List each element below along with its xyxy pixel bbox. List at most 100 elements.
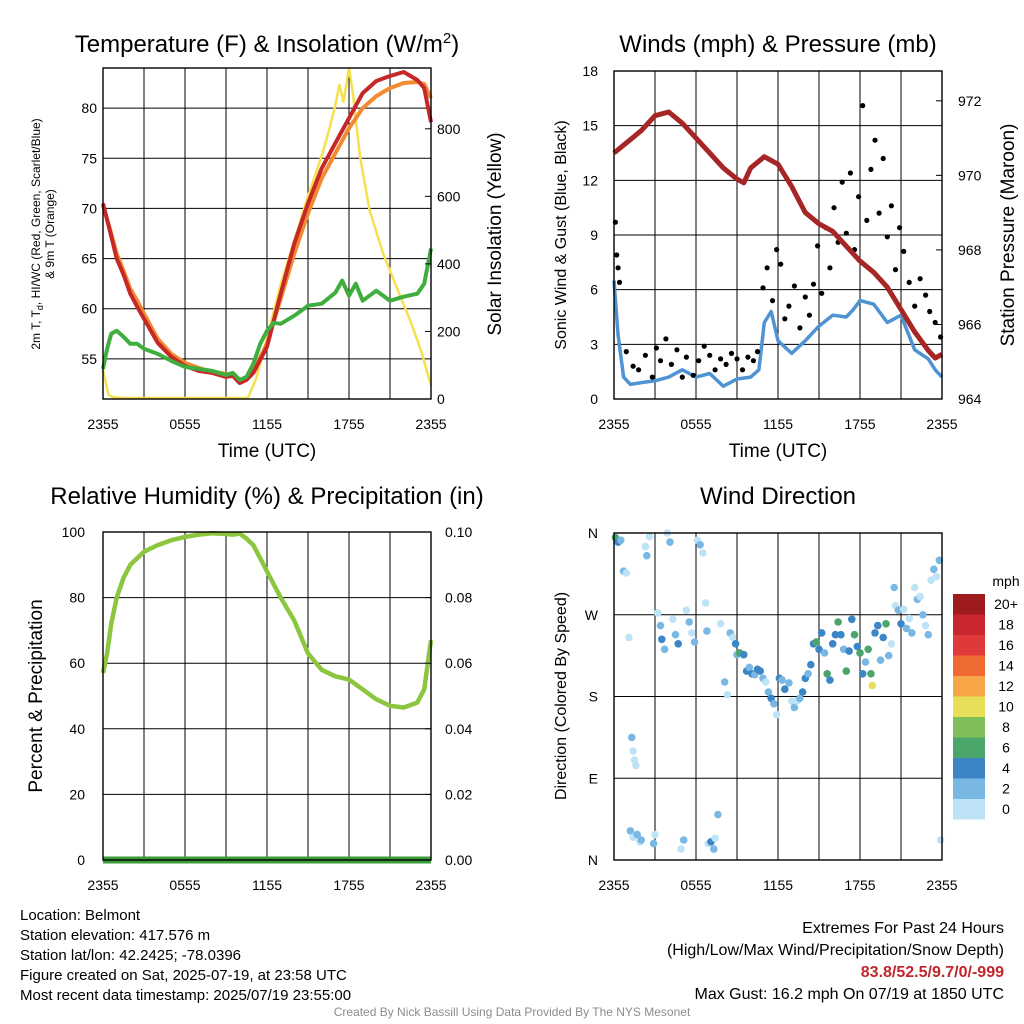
winds-gridlines <box>614 70 942 400</box>
rh-plot-frame <box>102 531 432 861</box>
legend-label: 12 <box>998 678 1014 694</box>
y-tick-label-left: 40 <box>69 721 85 737</box>
direction-point <box>674 640 682 648</box>
extremes-values: 83.8/52.5/9.7/0/-999 <box>860 964 1004 981</box>
gust-point <box>897 225 903 231</box>
direction-point <box>902 624 911 633</box>
direction-point <box>641 542 650 551</box>
direction-point <box>887 640 896 648</box>
direction-point <box>703 627 711 635</box>
legend-swatch <box>953 676 985 697</box>
legend-label: 16 <box>998 637 1014 653</box>
direction-point <box>932 572 941 581</box>
gust-point <box>690 372 696 378</box>
x-tick-label: 1755 <box>333 877 364 893</box>
gust-point <box>810 281 817 287</box>
direction-point <box>853 642 862 651</box>
gust-point <box>668 361 675 367</box>
gust-point <box>696 358 702 364</box>
gust-point <box>782 316 788 322</box>
gust-point <box>901 248 907 254</box>
y-tick-label-right: 0.06 <box>445 655 472 671</box>
gust-point <box>754 349 761 355</box>
y-tick-label-left: 75 <box>81 150 97 166</box>
gust-point <box>723 361 729 367</box>
temp-ylabel-left: 2m T, Td, HI/WC (Red, Green, Scarlet/Blu… <box>29 118 45 349</box>
y-tick-label-left: 65 <box>81 251 97 267</box>
station-elevation: Station elevation: 417.576 m <box>20 927 211 944</box>
gust-point <box>856 194 862 200</box>
x-tick-label: 1755 <box>333 416 364 432</box>
gust-point <box>615 265 621 271</box>
x-tick-label: 2355 <box>87 416 118 432</box>
legend-label: 20+ <box>994 596 1018 612</box>
gust-point <box>806 312 813 318</box>
direction-point <box>729 633 737 642</box>
gust-point <box>791 283 798 289</box>
gust-point <box>831 205 837 211</box>
wind-speed-line <box>612 280 944 388</box>
rh-panel-title: Relative Humidity (%) & Precipitation (i… <box>50 483 483 510</box>
direction-point <box>764 688 773 696</box>
direction-point <box>770 700 778 708</box>
legend-swatch <box>953 737 985 758</box>
direction-point <box>756 667 764 675</box>
y-tick-label-right: 0.10 <box>445 524 472 540</box>
y-tick-label-right: 970 <box>958 167 982 183</box>
winds-xlabel: Time (UTC) <box>729 441 828 462</box>
direction-point <box>796 694 804 703</box>
direction-point <box>899 605 908 614</box>
humidity-line <box>100 531 434 710</box>
direction-point <box>798 688 807 696</box>
direction-point <box>879 633 887 642</box>
direction-point <box>867 670 875 678</box>
direction-point <box>629 747 637 755</box>
direction-point <box>935 556 944 565</box>
gust-point <box>892 267 899 273</box>
y-tick-label-left: 80 <box>81 100 97 116</box>
y-tick-label-right: 800 <box>437 121 461 137</box>
legend-swatch <box>953 778 985 799</box>
direction-point <box>831 630 840 639</box>
direction-point <box>649 839 658 848</box>
direction-point <box>790 703 799 712</box>
gust-point <box>623 349 629 355</box>
gust-point <box>636 367 642 373</box>
station-info: Location: Belmont Station elevation: 417… <box>20 906 351 1006</box>
x-tick-label: 1155 <box>252 416 282 432</box>
x-tick-label: 0555 <box>680 877 711 893</box>
temp-ylabel-right: Solar Insolation (Yellow) <box>485 132 506 335</box>
direction-tick-label: N <box>588 852 598 868</box>
x-tick-label: 2355 <box>926 416 957 432</box>
gust-point <box>923 292 929 298</box>
legend-label: 18 <box>998 617 1014 633</box>
winds-ylabel-left: Sonic Wind & Gust (Blue, Black) <box>553 120 570 349</box>
gust-point <box>802 294 808 300</box>
y-tick-label-left: 3 <box>590 336 598 352</box>
direction-point <box>787 697 796 705</box>
x-tick-label: 1155 <box>763 416 793 432</box>
temp-gridlines <box>103 68 431 399</box>
y-tick-label-right: 968 <box>958 242 982 258</box>
gust-point <box>657 358 664 364</box>
direction-point <box>815 645 823 654</box>
direction-point <box>720 678 729 686</box>
direction-point <box>772 710 781 719</box>
direction-point <box>617 536 625 545</box>
max-gust: Max Gust: 16.2 mph On 07/19 at 1850 UTC <box>694 986 1005 1003</box>
direction-point <box>723 690 732 699</box>
gust-point <box>864 217 870 223</box>
gust-point <box>786 303 792 309</box>
direction-point <box>930 565 938 574</box>
direction-point <box>785 679 793 687</box>
series-line <box>101 248 433 382</box>
legend-swatch <box>953 614 985 635</box>
y-tick-label-right: 0.08 <box>445 590 472 606</box>
direction-point <box>864 645 872 654</box>
gust-point <box>701 343 707 349</box>
direction-point <box>812 638 821 646</box>
y-tick-label-right: 0.00 <box>445 852 472 868</box>
y-tick-label-right: 600 <box>437 188 461 204</box>
gust-point <box>860 103 866 109</box>
